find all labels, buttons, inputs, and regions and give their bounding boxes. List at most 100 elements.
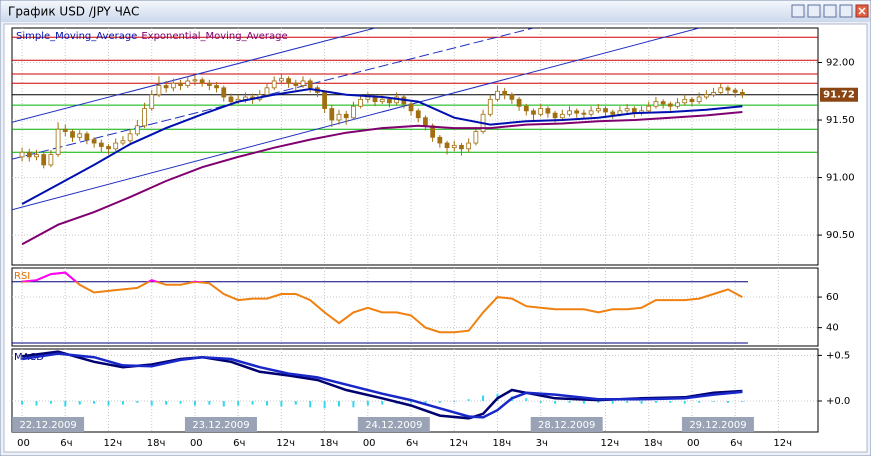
candle-body: [34, 154, 39, 158]
date-label-box: [681, 417, 754, 432]
help-button[interactable]: [791, 4, 805, 18]
candle-body: [271, 80, 277, 89]
x-tick-label: 12ч: [276, 438, 295, 449]
candle-body: [279, 78, 284, 82]
x-tick-label: 18ч: [320, 438, 339, 449]
candle-body: [185, 80, 191, 86]
candle-body: [358, 98, 363, 107]
candle-body: [293, 82, 299, 86]
candle-body: [26, 151, 32, 158]
candle-body: [444, 142, 450, 149]
candle-body: [62, 128, 68, 132]
candle-body: [336, 113, 342, 121]
candle-body: [516, 98, 522, 107]
candle-body: [415, 110, 421, 119]
candle-body: [221, 87, 227, 98]
candle-body: [711, 92, 716, 96]
candle-body: [142, 108, 147, 127]
x-tick-label: 00: [190, 438, 203, 449]
panel-frame: [11, 27, 819, 266]
y-tick-label: 92.00: [826, 58, 855, 69]
candle-body: [156, 85, 162, 96]
candle-body: [487, 98, 493, 115]
y-tick-label: 91.00: [826, 173, 855, 184]
last-price-label: 91.72: [823, 90, 855, 101]
x-tick-label: 18ч: [147, 438, 166, 449]
macd-line: [21, 350, 743, 420]
y-tick-label: 60: [826, 292, 839, 303]
candle-body: [192, 79, 198, 82]
date-label-box: [357, 417, 430, 432]
candle-body: [718, 87, 724, 93]
candle-body: [531, 110, 536, 115]
candle-body: [98, 142, 104, 147]
candle-body: [696, 96, 702, 103]
candle-body: [19, 151, 25, 158]
maximize-button[interactable]: [839, 4, 853, 18]
candle-body: [682, 98, 688, 104]
candle-body: [351, 105, 356, 119]
y-tick-label: 40: [826, 323, 839, 334]
date-label: 22.12.2009: [19, 420, 76, 431]
candle-body: [343, 113, 349, 119]
candle-body: [149, 94, 155, 109]
indicator-line: [21, 271, 743, 334]
candle-body: [214, 85, 219, 89]
price-plot: [12, 28, 818, 246]
candle-body: [228, 96, 234, 103]
candle-body: [178, 82, 183, 86]
candle-body: [408, 103, 414, 112]
moving-average-line: [21, 111, 743, 246]
candle-body: [423, 117, 428, 127]
candle-body: [113, 142, 119, 150]
x-tick-label: 00: [17, 438, 30, 449]
pause-button[interactable]: [807, 4, 821, 18]
candle-body: [545, 108, 551, 114]
candle-body: [653, 101, 659, 107]
candle-body: [689, 98, 695, 103]
candle-body: [459, 144, 464, 150]
candle-body: [466, 142, 472, 150]
candle-body: [725, 87, 731, 91]
candle-body: [567, 110, 572, 115]
candle-body: [610, 111, 616, 115]
candle-body: [84, 133, 90, 140]
candle-body: [55, 128, 61, 155]
candle-body: [163, 85, 169, 89]
macd-line: [21, 352, 743, 419]
candle-body: [120, 140, 126, 144]
candle-body: [437, 136, 443, 144]
candle-body: [134, 125, 140, 135]
candle-body: [48, 154, 54, 166]
window-buttons[interactable]: [791, 4, 869, 18]
candle-body: [70, 131, 75, 138]
x-tick-label: 6ч: [233, 438, 245, 449]
chart-area: [3, 23, 868, 453]
legend-entry: Exponential_Moving_Average: [141, 31, 287, 42]
candle-body: [91, 139, 97, 144]
date-label: 24.12.2009: [365, 420, 422, 431]
x-tick-label: 12ч: [773, 438, 792, 449]
candle-body: [509, 94, 515, 100]
date-label-box: [530, 417, 603, 432]
trend-line: [12, 28, 534, 160]
candle-body: [552, 112, 558, 119]
y-tick-label: 90.50: [826, 230, 855, 241]
minimize-button[interactable]: [823, 4, 837, 18]
x-tick-label: 6ч: [730, 438, 742, 449]
candle-body: [646, 105, 652, 112]
candle-body: [538, 108, 544, 115]
candle-body: [559, 113, 565, 119]
candle-body: [603, 108, 608, 113]
candle-body: [41, 154, 47, 166]
x-tick-label: 12ч: [449, 438, 468, 449]
candle-body: [322, 92, 327, 109]
candle-body: [365, 96, 371, 100]
candle-body: [379, 98, 385, 103]
candle-body: [739, 92, 745, 96]
last-price-box: [820, 87, 858, 102]
x-tick-label: 3ч: [536, 438, 548, 449]
candle-body: [502, 90, 508, 96]
candle-body: [206, 82, 212, 86]
